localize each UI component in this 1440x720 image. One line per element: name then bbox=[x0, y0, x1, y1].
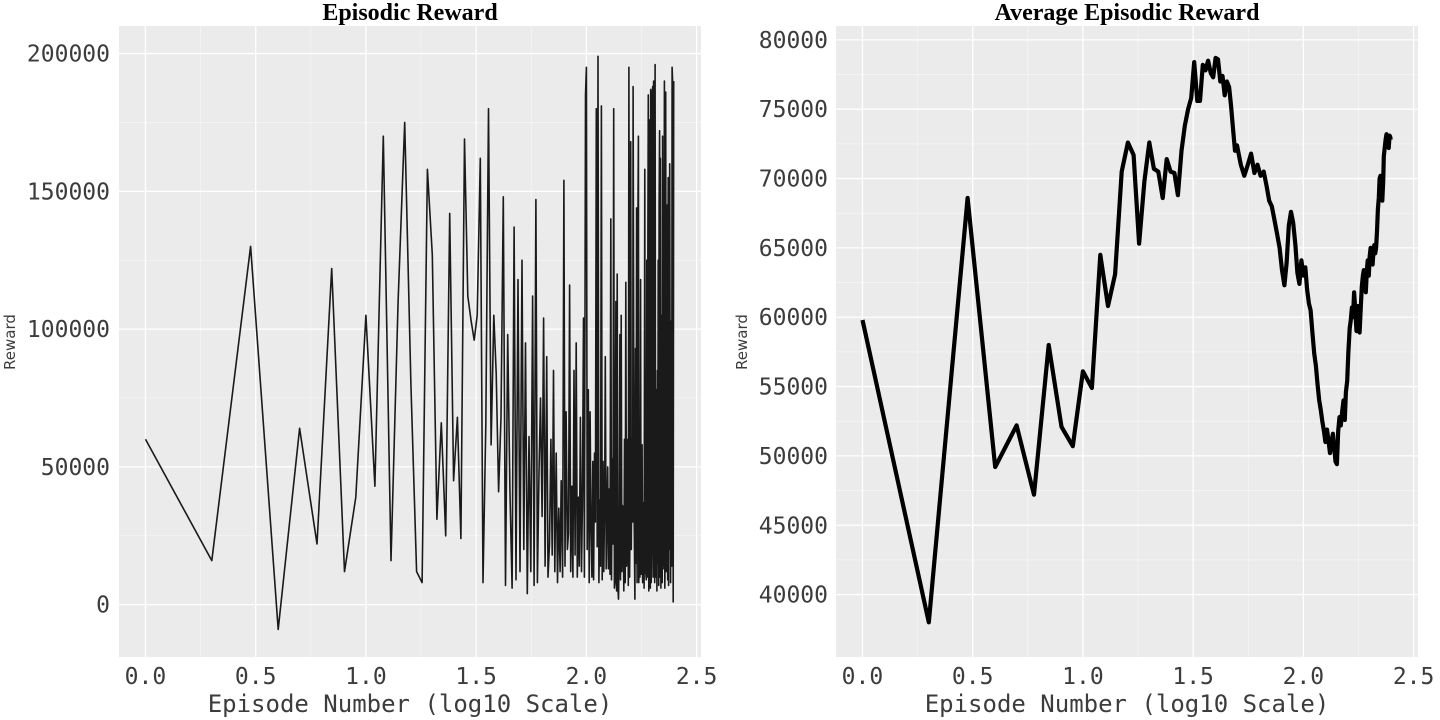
y-tick-label: 150000 bbox=[27, 179, 110, 205]
y-tick-label: 60000 bbox=[759, 305, 828, 331]
x-tick-label: 2.5 bbox=[676, 664, 718, 690]
x-axis-label: Episode Number (log10 Scale) bbox=[208, 690, 613, 718]
x-tick-label: 0.5 bbox=[235, 664, 277, 690]
x-axis-label: Episode Number (log10 Scale) bbox=[925, 690, 1330, 718]
y-tick-label: 0 bbox=[96, 593, 110, 619]
chart-title: Average Episodic Reward bbox=[995, 0, 1261, 26]
x-tick-label: 0.0 bbox=[842, 664, 884, 690]
x-tick-label: 2.0 bbox=[1283, 664, 1325, 690]
y-tick-label: 200000 bbox=[27, 42, 110, 68]
grid-lines bbox=[836, 26, 1418, 657]
x-tick-label: 1.0 bbox=[345, 664, 387, 690]
y-tick-labels: 0 50000 100000 150000 200000 bbox=[27, 42, 110, 619]
y-tick-labels: 40000 45000 50000 55000 60000 65000 70000 75000… bbox=[759, 28, 828, 609]
x-tick-label: 1.5 bbox=[1172, 664, 1214, 690]
y-tick-label: 100000 bbox=[27, 317, 110, 343]
x-tick-label: 1.5 bbox=[455, 664, 497, 690]
x-tick-label: 2.5 bbox=[1393, 664, 1435, 690]
y-axis-label: Reward bbox=[1, 314, 19, 370]
grid-lines bbox=[119, 26, 701, 657]
y-tick-label: 80000 bbox=[759, 28, 828, 54]
y-tick-label: 40000 bbox=[759, 583, 828, 609]
x-tick-label: 0.0 bbox=[125, 664, 167, 690]
y-tick-label: 55000 bbox=[759, 375, 828, 401]
y-tick-label: 75000 bbox=[759, 97, 828, 123]
x-tick-labels: 0.0 0.5 1.0 1.5 2.0 2.5 bbox=[125, 664, 718, 690]
episodic-reward-chart: 0 50000 100000 150000 200000 0.0 0.5 1.0 1.5 2.0… bbox=[1, 0, 717, 718]
y-tick-label: 50000 bbox=[41, 455, 110, 481]
x-tick-label: 2.0 bbox=[566, 664, 608, 690]
series-line bbox=[860, 55, 1393, 625]
series-line bbox=[144, 55, 675, 631]
y-tick-label: 50000 bbox=[759, 444, 828, 470]
x-tick-labels: 0.0 0.5 1.0 1.5 2.0 2.5 bbox=[842, 664, 1435, 690]
x-tick-label: 0.5 bbox=[952, 664, 994, 690]
y-axis-label: Reward bbox=[733, 314, 751, 370]
plot-background bbox=[836, 26, 1418, 657]
y-tick-label: 65000 bbox=[759, 236, 828, 262]
y-tick-label: 45000 bbox=[759, 513, 828, 539]
chart-title: Episodic Reward bbox=[322, 0, 498, 26]
y-tick-label: 70000 bbox=[759, 167, 828, 193]
x-tick-label: 1.0 bbox=[1062, 664, 1104, 690]
average-episodic-reward-chart: 40000 45000 50000 55000 60000 65000 70000 75000… bbox=[733, 0, 1434, 718]
